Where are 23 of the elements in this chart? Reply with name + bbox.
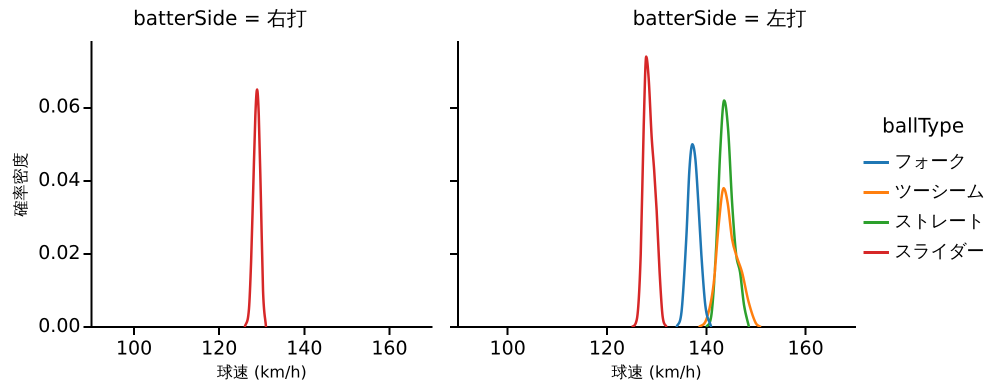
legend-label: スライダー xyxy=(894,241,984,262)
x-tick-label: 120 xyxy=(201,337,238,360)
y-tick-label: 0.02 xyxy=(38,242,81,264)
legend-label: フォーク xyxy=(894,151,966,172)
y-tick-label: 0.06 xyxy=(38,96,81,118)
legend-title: ballType xyxy=(882,114,964,138)
x-tick-label: 160 xyxy=(371,337,408,360)
x-tick-label: 100 xyxy=(490,337,526,360)
x-tick-label: 100 xyxy=(116,337,152,360)
x-tick-label: 140 xyxy=(286,337,322,360)
y-axis-title: 確率密度 xyxy=(10,152,30,218)
legend-label: ツーシーム xyxy=(894,181,984,202)
x-tick-label: 160 xyxy=(787,337,824,360)
legend-label: ストレート xyxy=(894,211,984,232)
chart-title: batterSide = 右打 xyxy=(133,6,307,30)
y-tick-label: 0.00 xyxy=(38,314,81,337)
x-axis-title: 球速 (km/h) xyxy=(216,362,307,382)
x-tick-label: 140 xyxy=(688,337,724,360)
chart-title: batterSide = 左打 xyxy=(632,6,806,30)
y-tick-label: 0.04 xyxy=(38,168,81,191)
x-axis-title: 球速 (km/h) xyxy=(612,362,702,382)
x-tick-label: 120 xyxy=(588,337,626,360)
line-series xyxy=(243,88,268,327)
